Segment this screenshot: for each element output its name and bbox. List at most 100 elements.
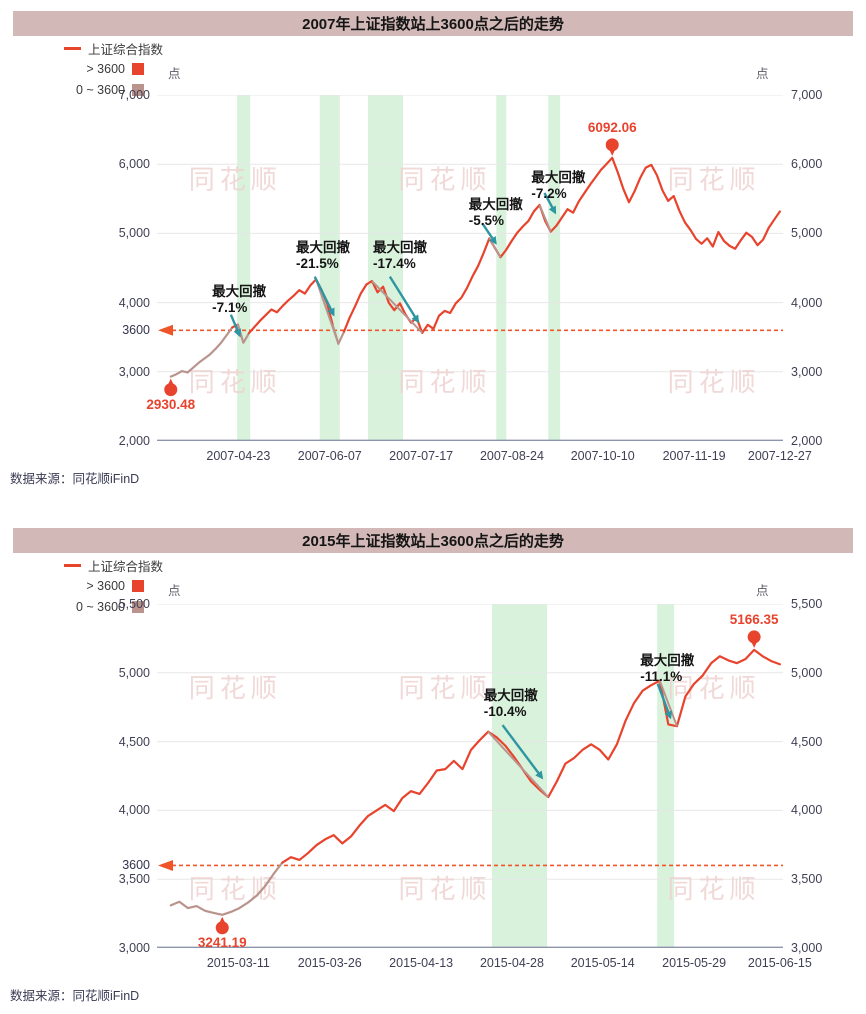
drawdown-annotation-line: 最大回撤 xyxy=(483,688,538,704)
chart-panel-2007: 2007年上证指数站上3600点之后的走势 上证综合指数 > 3600 0 ~ … xyxy=(10,11,853,486)
marker-value-label: 3241.19 xyxy=(197,935,247,951)
y-axis-tick-label: 4,500 xyxy=(791,734,823,749)
above-threshold-swatch xyxy=(132,63,144,75)
drawdown-segment-line xyxy=(487,731,549,798)
y-axis-tick-label: 4,000 xyxy=(118,803,150,818)
y-axis-tick-label: 3,000 xyxy=(118,941,150,955)
drawdown-annotation: 最大回撤 -17.4% xyxy=(373,240,427,272)
y-axis-tick-label: 3,500 xyxy=(118,872,150,887)
chart-title-bar: 2007年上证指数站上3600点之后的走势 xyxy=(13,11,853,36)
value-pin-icon xyxy=(164,383,178,397)
legend-above-row: > 3600 xyxy=(38,61,144,77)
x-axis-tick-label: 2015-05-14 xyxy=(570,956,635,970)
drawdown-annotation-line: -7.1% xyxy=(212,299,248,315)
x-axis-tick-label: 2007-08-24 xyxy=(479,449,544,463)
legend-series-label: 上证综合指数 xyxy=(88,559,164,574)
marker-value-label: 6092.06 xyxy=(587,120,637,136)
threshold-label: 3600 xyxy=(122,323,150,338)
drawdown-annotation-line: 最大回撤 xyxy=(212,283,267,299)
legend-below-label: 0 ~ 3600 xyxy=(75,600,125,614)
legend: 上证综合指数 > 3600 0 ~ 3600 xyxy=(38,40,163,103)
y-axis-tick-label: 3,000 xyxy=(791,941,823,955)
drawdown-annotation-line: -17.4% xyxy=(372,256,416,272)
drawdown-annotation-line: -21.5% xyxy=(295,256,339,272)
threshold-label: 3600 xyxy=(122,858,150,873)
annotation-arrow-icon xyxy=(501,724,544,780)
unit-label-left: 点 xyxy=(168,67,181,81)
drawdown-annotation: 最大回撤 -11.1% xyxy=(640,653,694,685)
x-axis-tick-label: 2007-04-23 xyxy=(206,449,271,463)
chart-title: 2007年上证指数站上3600点之后的走势 xyxy=(302,16,564,33)
legend-above-row: > 3600 xyxy=(38,578,144,594)
y-axis-tick-label: 4,000 xyxy=(791,295,823,310)
watermark-text: 同花顺 xyxy=(398,673,491,703)
drawdown-segment-line xyxy=(371,280,423,334)
y-axis-tick-label: 7,000 xyxy=(118,88,150,102)
annotation-arrow-icon xyxy=(543,192,557,215)
drawdown-annotation-line: 最大回撤 xyxy=(468,197,523,213)
watermark-text: 同花顺 xyxy=(668,673,761,703)
drawdown-annotation-line: 最大回撤 xyxy=(295,240,350,256)
legend-series-label: 上证综合指数 xyxy=(88,42,164,57)
x-axis-tick-label: 2007-11-19 xyxy=(662,449,726,463)
marker-value-label: 2930.48 xyxy=(146,397,196,413)
legend: 上证综合指数 > 3600 0 ~ 3600 xyxy=(38,557,163,620)
drawdown-annotation-line: 最大回撤 xyxy=(372,240,427,256)
drawdown-segment-line xyxy=(315,279,340,345)
y-axis-tick-label: 4,500 xyxy=(118,734,150,749)
annotation-arrow-icon xyxy=(229,314,241,338)
y-axis-tick-label: 3,500 xyxy=(791,872,823,887)
drawdown-annotation: 最大回撤 -10.4% xyxy=(484,688,538,720)
watermark-text: 同花顺 xyxy=(189,367,282,397)
value-pin-icon xyxy=(605,138,619,152)
legend-below-row: 0 ~ 3600 xyxy=(38,599,144,615)
y-axis-tick-label: 5,500 xyxy=(791,597,823,611)
chart-title: 2015年上证指数站上3600点之后的走势 xyxy=(302,533,564,550)
drawdown-annotation-line: -11.1% xyxy=(640,668,683,684)
x-axis-tick-label: 2007-12-27 xyxy=(747,449,812,463)
threshold-arrow-icon xyxy=(158,859,173,871)
drawdown-highlight-band xyxy=(491,604,547,948)
drawdown-annotation-line: -10.4% xyxy=(483,704,527,720)
x-axis-tick-label: 2015-06-15 xyxy=(747,956,812,970)
unit-label-right: 点 xyxy=(756,67,769,81)
x-axis-tick-label: 2007-06-07 xyxy=(297,449,362,463)
drawdown-annotation-line: -7.2% xyxy=(531,186,567,202)
x-axis-tick-label: 2007-07-17 xyxy=(389,449,454,463)
plot-area: 同花顺 同花顺 同花顺 同花顺 同花顺 同花顺 xyxy=(157,604,783,948)
x-axis-tick-label: 2015-04-28 xyxy=(479,956,544,970)
x-axis-tick-label: 2015-05-29 xyxy=(662,956,727,970)
series-line-swatch xyxy=(64,563,81,567)
y-axis-tick-label: 5,000 xyxy=(118,226,150,241)
unit-label-right: 点 xyxy=(756,584,769,598)
y-axis-tick-label: 5,500 xyxy=(118,597,150,611)
y-axis-tick-label: 5,000 xyxy=(791,665,823,680)
legend-above-label: > 3600 xyxy=(86,62,125,76)
y-axis-tick-label: 4,000 xyxy=(791,803,823,818)
annotation-arrow-icon xyxy=(481,223,497,245)
y-axis-tick-label: 4,000 xyxy=(118,295,150,310)
watermark-text: 同花顺 xyxy=(398,367,491,397)
y-axis-tick-label: 5,000 xyxy=(118,665,150,680)
annotation-arrow-icon xyxy=(388,276,420,324)
annotation-arrow-icon xyxy=(313,276,335,317)
drawdown-annotation-line: -5.5% xyxy=(468,213,505,229)
index-line-series xyxy=(169,861,284,916)
legend-below-row: 0 ~ 3600 xyxy=(38,82,144,98)
drawdown-highlight-band xyxy=(237,95,251,441)
watermark-text: 同花顺 xyxy=(398,164,491,194)
x-axis-tick-label: 2015-03-11 xyxy=(206,956,270,970)
y-axis-tick-label: 7,000 xyxy=(791,88,823,102)
drawdown-highlight-band xyxy=(496,95,507,441)
x-axis-tick-label: 2007-10-10 xyxy=(570,449,635,463)
data-source-label: 数据来源：同花顺iFinD xyxy=(10,472,140,486)
y-axis-tick-label: 3,000 xyxy=(791,364,823,379)
index-line-series xyxy=(281,648,781,864)
drawdown-annotation: 最大回撤 -7.2% xyxy=(531,170,585,202)
drawdown-highlight-band xyxy=(367,95,404,441)
value-pin-icon xyxy=(215,921,229,935)
drawdown-annotation: 最大回撤 -21.5% xyxy=(296,240,350,272)
y-axis-tick-label: 3,000 xyxy=(118,364,150,379)
legend-above-label: > 3600 xyxy=(86,579,125,593)
